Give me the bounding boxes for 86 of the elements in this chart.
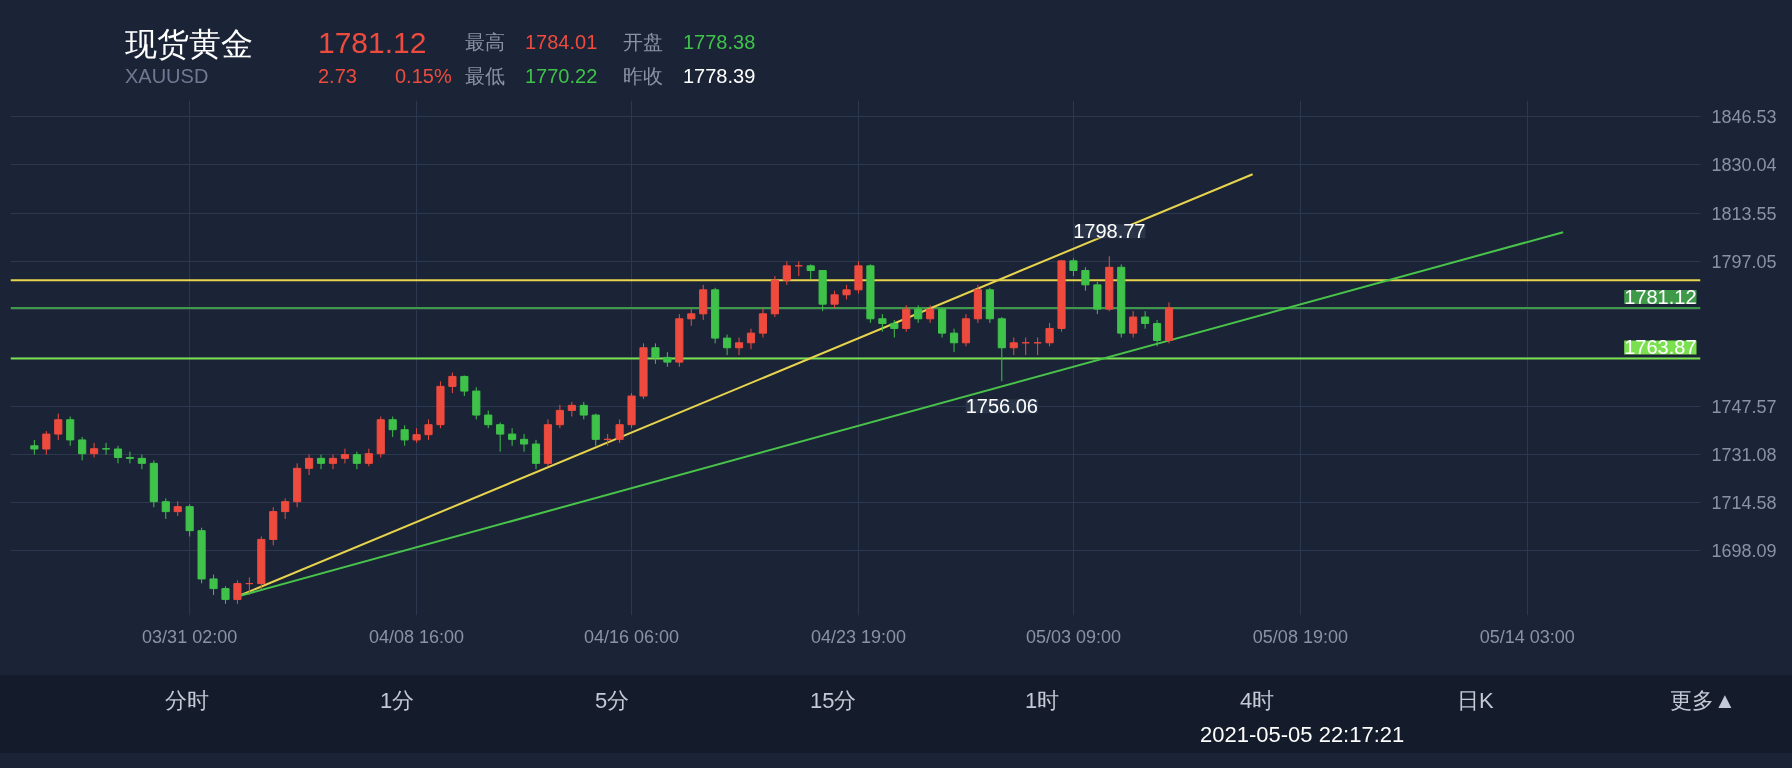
text: 1781.12 [318,25,427,61]
x-tick-label: 03/31 02:00 [142,626,238,647]
candlestick [388,416,397,438]
candlestick [54,413,63,441]
text: 2.73 [318,64,357,89]
candlestick [472,386,481,420]
candlestick [161,497,170,520]
text: 最高 [465,30,505,55]
annotation: 1798.77 [1073,220,1146,243]
text: 更多▲ [1670,687,1736,715]
chart-subtitle: XAUUSD [125,64,209,89]
text: 日K [1457,687,1494,715]
x-tick-label: 04/08 16:00 [369,626,465,647]
candlestick [949,328,959,353]
candlestick [209,574,218,596]
candlestick [615,418,624,444]
x-tick-label: 05/03 09:00 [1025,626,1122,647]
candlestick [125,451,135,464]
text: 1778.39 [683,64,756,89]
candlestick [938,307,947,339]
text: 1770.22 [525,64,598,89]
candlestick [508,427,517,447]
candlestick [699,284,708,321]
candlestick [902,304,911,333]
annotation: 1756.06 [965,395,1038,418]
candlestick [137,454,146,470]
text: 15分 [810,687,857,715]
candlestick [782,260,791,286]
candlestick [400,424,409,447]
candlestick [734,337,744,356]
y-tick-label: 1846.53 [1711,107,1777,128]
candlestick [185,503,194,537]
candlestick [281,497,290,520]
x-tick-label: 04/23 19:00 [810,626,907,647]
text: 开盘 [623,30,663,55]
text: 2021-05-05 22:17:21 [1200,721,1405,749]
ref-line-label: 1781.12 [1624,285,1697,308]
text: 最低 [465,64,505,89]
candlestick [424,418,433,441]
candlestick [723,334,732,356]
candlestick [316,454,326,470]
text: 0.15% [395,64,452,89]
candlestick [1152,319,1162,347]
text: 昨收 [623,64,663,89]
candlestick [1045,322,1054,347]
x-tick-label: 04/16 06:00 [584,626,680,647]
candlestick [340,448,349,464]
candlestick [101,442,111,456]
candlestick [42,430,51,456]
text: 5分 [595,687,630,715]
text: 1时 [1025,687,1060,715]
candlestick [305,454,314,476]
y-tick-label: 1797.05 [1711,251,1777,272]
candlestick [496,421,505,453]
candlestick [758,307,768,339]
text: 1784.01 [525,30,598,55]
y-tick-label: 1813.55 [1711,203,1777,224]
candlestick [328,454,338,470]
y-tick-label: 1731.08 [1711,444,1777,465]
candlestick [233,579,242,605]
candlestick [78,436,87,461]
ref-line-label: 1763.87 [1624,336,1697,359]
candlestick [555,404,564,429]
y-tick-label: 1830.04 [1711,155,1777,176]
candlestick [854,260,863,295]
candlestick [961,313,971,347]
text: 1778.38 [683,30,756,55]
x-tick-label: 05/08 19:00 [1252,626,1348,647]
y-tick-label: 1698.09 [1711,541,1777,562]
y-tick-label: 1714.58 [1711,493,1777,514]
candlestick [651,342,660,365]
y-tick-label: 1747.57 [1711,396,1777,417]
candlestick [66,416,75,447]
text: 4时 [1240,687,1275,715]
candlestick [1129,310,1138,339]
text: 1分 [380,687,415,715]
candlestick [531,439,541,470]
text: 分时 [165,687,209,715]
candlestick [90,442,99,458]
candlestick [1141,310,1150,330]
candlestick [519,433,529,453]
x-tick-label: 05/14 03:00 [1479,626,1575,647]
candlestick [746,328,756,350]
candlestick [1081,266,1090,292]
candlestick [448,372,457,394]
chart-title: 现货黄金 [125,26,253,62]
